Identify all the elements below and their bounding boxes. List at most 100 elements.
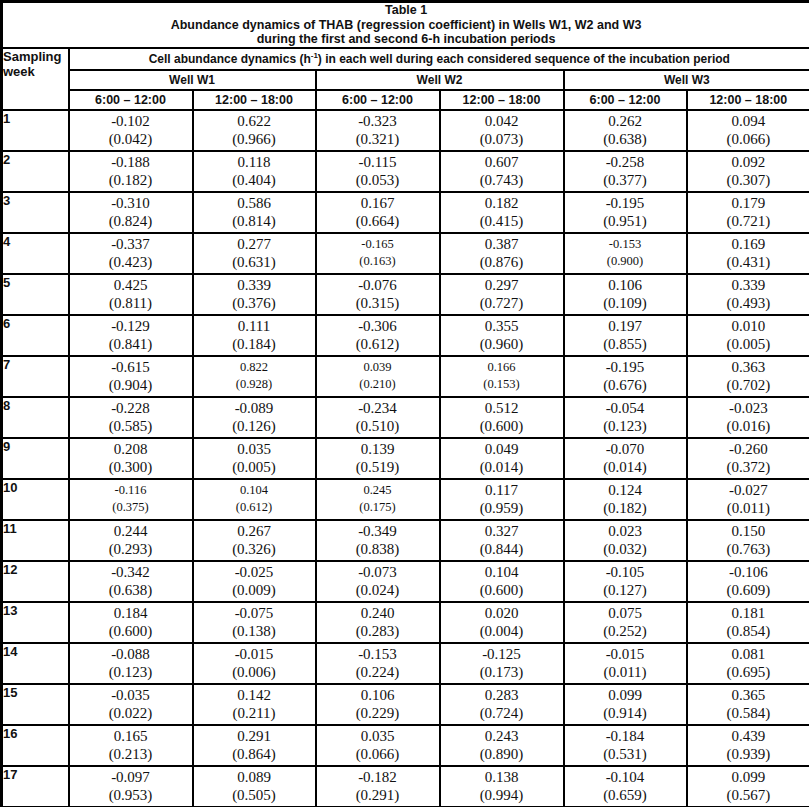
value-cell: 0.327(0.844) <box>440 520 564 561</box>
regression-coefficient: -0.260 <box>688 440 809 459</box>
regression-coefficient: -0.153 <box>565 236 686 253</box>
value-cell: -0.153(0.900) <box>564 233 687 274</box>
coefficient-parenthetical: (0.229) <box>317 704 439 723</box>
regression-coefficient: -0.025 <box>194 563 315 582</box>
coefficient-parenthetical: (0.953) <box>70 786 192 805</box>
coefficient-parenthetical: (0.960) <box>441 335 563 354</box>
regression-coefficient: 0.039 <box>317 359 439 376</box>
value-cell: -0.195(0.951) <box>564 192 687 233</box>
span-header-text: Cell abundance dynamics (h <box>149 52 311 66</box>
coefficient-parenthetical: (0.184) <box>194 335 315 354</box>
coefficient-parenthetical: (0.293) <box>70 540 192 559</box>
value-cell: 0.142(0.211) <box>193 684 316 725</box>
table-title-line: Abundance dynamics of THAB (regression c… <box>3 18 809 33</box>
coefficient-parenthetical: (0.966) <box>194 130 315 149</box>
coefficient-parenthetical: (0.600) <box>441 581 563 600</box>
value-cell: 0.035(0.005) <box>193 438 316 479</box>
regression-coefficient: 0.023 <box>565 522 686 541</box>
coefficient-parenthetical: (0.211) <box>194 704 315 723</box>
coefficient-parenthetical: (0.138) <box>194 622 315 641</box>
value-cell: 0.092(0.307) <box>687 151 809 192</box>
value-cell: 0.387(0.876) <box>440 233 564 274</box>
value-cell: 0.118(0.404) <box>193 151 316 192</box>
value-cell: 0.179(0.721) <box>687 192 809 233</box>
regression-coefficient: 0.283 <box>441 686 563 705</box>
coefficient-parenthetical: (0.567) <box>688 786 809 805</box>
value-cell: 0.425(0.811) <box>69 274 193 315</box>
column-header-well-w1: Well W1 <box>69 70 316 90</box>
sampling-week-cell: 15 <box>2 684 69 725</box>
coefficient-parenthetical: (0.213) <box>70 745 192 764</box>
coefficient-parenthetical: (0.904) <box>70 376 192 395</box>
regression-coefficient: -0.106 <box>688 563 809 582</box>
table-row: 8 -0.228(0.585) -0.089(0.126) -0.234(0.5… <box>2 397 809 438</box>
value-cell: 0.245(0.175) <box>316 479 440 520</box>
regression-coefficient: -0.258 <box>565 153 686 172</box>
regression-coefficient: 0.179 <box>688 194 809 213</box>
regression-coefficient: -0.337 <box>70 235 192 254</box>
coefficient-parenthetical: (0.612) <box>317 335 439 354</box>
value-cell: -0.015(0.006) <box>193 643 316 684</box>
coefficient-parenthetical: (0.173) <box>441 663 563 682</box>
regression-coefficient: -0.306 <box>317 317 439 336</box>
coefficient-parenthetical: (0.004) <box>441 622 563 641</box>
regression-coefficient: -0.035 <box>70 686 192 705</box>
coefficient-parenthetical: (0.315) <box>317 294 439 313</box>
value-cell: 0.622(0.966) <box>193 110 316 151</box>
coefficient-parenthetical: (0.127) <box>565 581 686 600</box>
coefficient-parenthetical: (0.224) <box>317 663 439 682</box>
regression-coefficient: 0.586 <box>194 194 315 213</box>
value-cell: -0.260(0.372) <box>687 438 809 479</box>
regression-coefficient: -0.076 <box>317 276 439 295</box>
column-header-period-1: 6:00 – 12:00 <box>69 90 193 110</box>
sampling-week-cell: 6 <box>2 315 69 356</box>
coefficient-parenthetical: (0.300) <box>70 458 192 477</box>
value-cell: -0.153(0.224) <box>316 643 440 684</box>
regression-coefficient: -0.195 <box>565 358 686 377</box>
coefficient-parenthetical: (0.600) <box>441 417 563 436</box>
coefficient-parenthetical: (0.415) <box>441 212 563 231</box>
regression-coefficient: 0.327 <box>441 522 563 541</box>
regression-coefficient: 0.339 <box>688 276 809 295</box>
value-cell: -0.070(0.014) <box>564 438 687 479</box>
coefficient-parenthetical: (0.763) <box>688 540 809 559</box>
column-header-period-2: 12:00 – 18:00 <box>193 90 316 110</box>
regression-coefficient: 0.387 <box>441 235 563 254</box>
regression-coefficient: 0.243 <box>441 727 563 746</box>
regression-coefficient: 0.240 <box>317 604 439 623</box>
value-cell: 0.099(0.567) <box>687 766 809 807</box>
coefficient-parenthetical: (0.182) <box>565 499 686 518</box>
coefficient-parenthetical: (0.022) <box>70 704 192 723</box>
coefficient-parenthetical: (0.372) <box>688 458 809 477</box>
table-title-line: during the first and second 6-h incubati… <box>3 32 809 47</box>
coefficient-parenthetical: (0.510) <box>317 417 439 436</box>
coefficient-parenthetical: (0.531) <box>565 745 686 764</box>
coefficient-parenthetical: (0.900) <box>565 253 686 270</box>
coefficient-parenthetical: (0.584) <box>688 704 809 723</box>
column-header-period-1: 6:00 – 12:00 <box>564 90 687 110</box>
regression-coefficient: -0.310 <box>70 194 192 213</box>
regression-coefficient: -0.234 <box>317 399 439 418</box>
table-row: 5 0.425(0.811) 0.339(0.376) -0.076(0.315… <box>2 274 809 315</box>
regression-coefficient: -0.073 <box>317 563 439 582</box>
value-cell: 0.291(0.864) <box>193 725 316 766</box>
value-cell: -0.073(0.024) <box>316 561 440 602</box>
regression-coefficient: 0.181 <box>688 604 809 623</box>
coefficient-parenthetical: (0.811) <box>70 294 192 313</box>
sampling-week-cell: 3 <box>2 192 69 233</box>
regression-coefficient: 0.104 <box>194 482 315 499</box>
table-row: 14 -0.088(0.123) -0.015(0.006) -0.153(0.… <box>2 643 809 684</box>
regression-coefficient: 0.167 <box>317 194 439 213</box>
regression-coefficient: 0.049 <box>441 440 563 459</box>
regression-coefficient: 0.297 <box>441 276 563 295</box>
regression-coefficient: 0.104 <box>441 563 563 582</box>
table-row: 12 -0.342(0.638) -0.025(0.009) -0.073(0.… <box>2 561 809 602</box>
regression-coefficient: 0.106 <box>565 276 686 295</box>
regression-coefficient: 0.165 <box>70 727 192 746</box>
coefficient-parenthetical: (0.431) <box>688 253 809 272</box>
coefficient-parenthetical: (0.994) <box>441 786 563 805</box>
value-cell: 0.042(0.073) <box>440 110 564 151</box>
value-cell: -0.102(0.042) <box>69 110 193 151</box>
value-cell: 0.355(0.960) <box>440 315 564 356</box>
value-cell: -0.342(0.638) <box>69 561 193 602</box>
